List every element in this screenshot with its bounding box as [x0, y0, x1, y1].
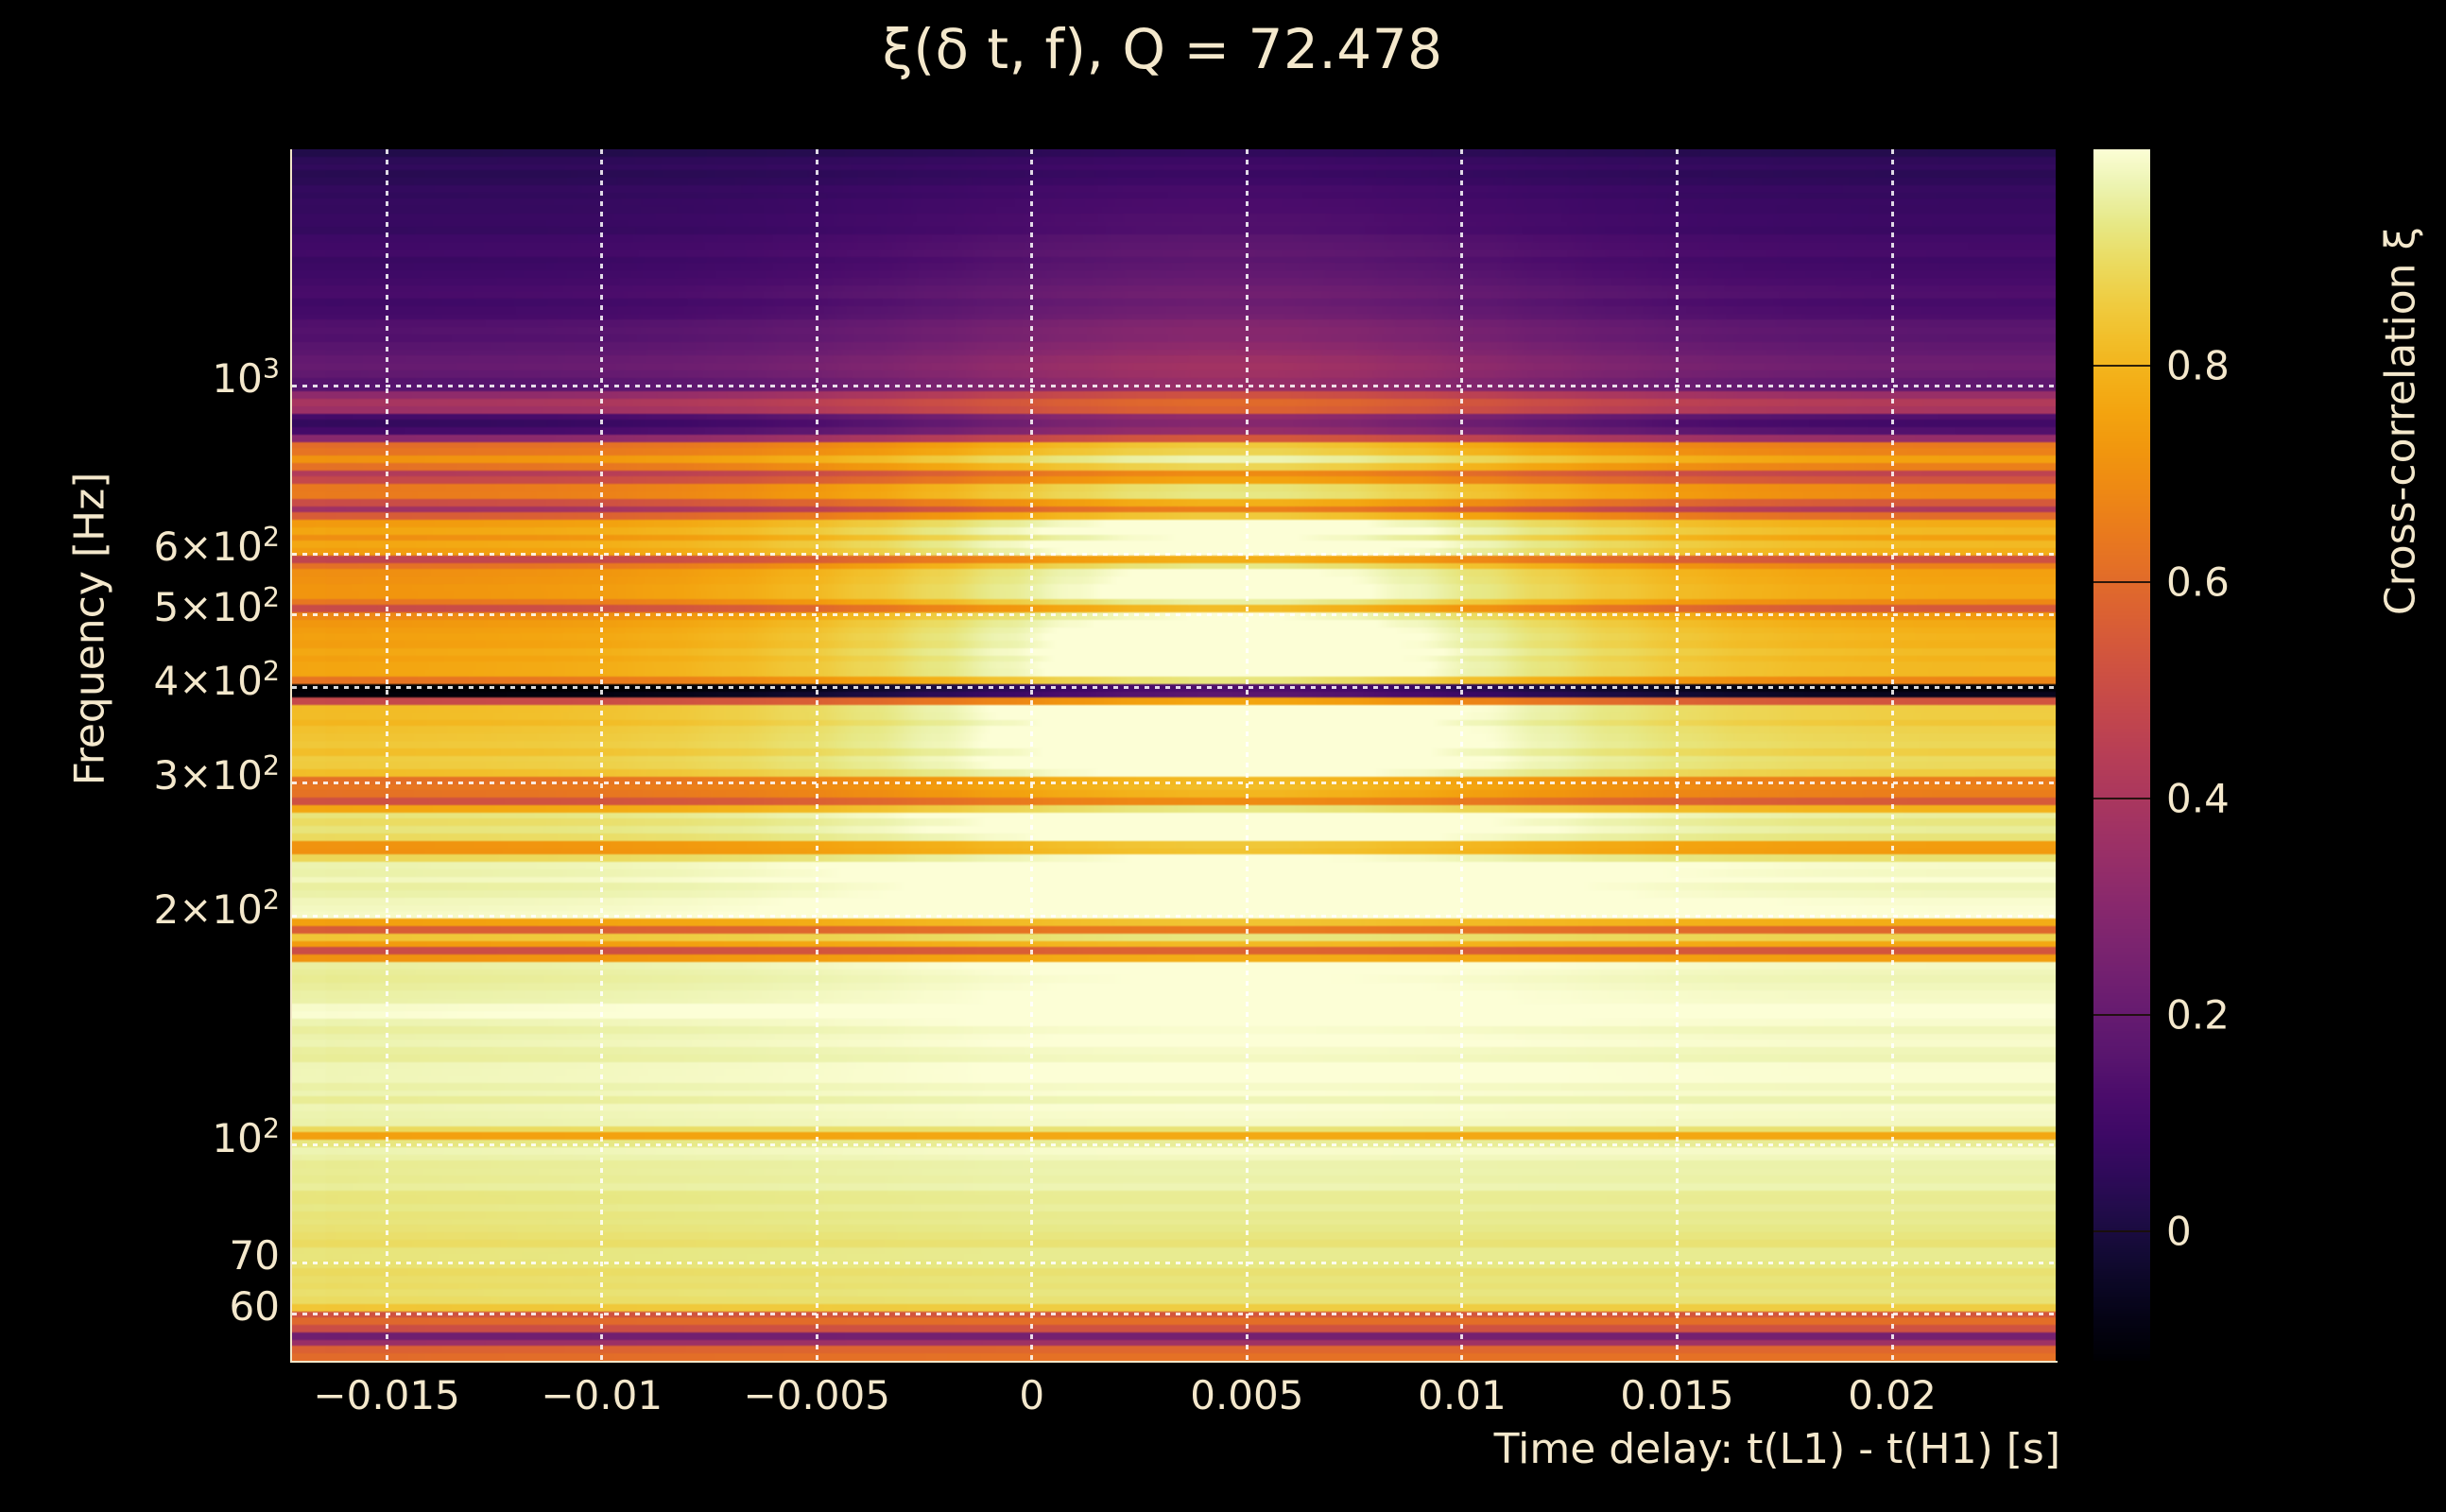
y-axis-label: Frequency [Hz] [65, 472, 114, 786]
y-tick-label: 4×102 [153, 654, 280, 704]
colorbar-tick-mark [2093, 1229, 2150, 1232]
y-tick-label: 6×102 [153, 521, 280, 571]
x-tick-label: 0.02 [1848, 1372, 1937, 1418]
y-tick-label: 3×102 [153, 749, 280, 799]
y-axis-spine [290, 149, 292, 1361]
y-tick-label: 5×102 [153, 581, 280, 631]
colorbar-tick-mark [2093, 797, 2150, 799]
x-axis-label: Time delay: t(L1) - t(H1) [s] [1493, 1425, 2060, 1473]
y-tick-label: 60 [229, 1283, 280, 1331]
colorbar-label: Cross-correlation ξ [2376, 226, 2425, 616]
heatmap-axes[interactable] [292, 149, 2056, 1361]
x-axis-spine [290, 1361, 2058, 1363]
colorbar-tick-label: 0.4 [2166, 775, 2230, 822]
x-tick-label: −0.005 [743, 1372, 890, 1418]
colorbar-tick-mark [2093, 580, 2150, 583]
y-tick-label: 102 [212, 1111, 280, 1161]
x-tick-label: −0.015 [313, 1372, 460, 1418]
colorbar-tick-label: 0.2 [2166, 991, 2230, 1039]
y-tick-label: 70 [229, 1232, 280, 1280]
colorbar-tick-label: 0 [2166, 1208, 2192, 1255]
colorbar-tick-mark [2093, 364, 2150, 367]
y-tick-label: 103 [212, 352, 280, 403]
colorbar[interactable] [2093, 149, 2150, 1361]
plot-title: ξ(δ t, f), Q = 72.478 [882, 17, 1443, 81]
x-tick-label: 0.005 [1190, 1372, 1304, 1418]
colorbar-tick-label: 0.8 [2166, 342, 2230, 389]
spectrogram-image [292, 149, 2056, 1361]
x-tick-label: 0 [1019, 1372, 1045, 1418]
x-tick-label: −0.01 [541, 1372, 663, 1418]
x-tick-label: 0.01 [1418, 1372, 1507, 1418]
colorbar-gradient [2093, 149, 2150, 1361]
colorbar-tick-mark [2093, 1013, 2150, 1016]
y-tick-label: 2×102 [153, 883, 280, 933]
colorbar-tick-label: 0.6 [2166, 558, 2230, 606]
x-tick-label: 0.015 [1620, 1372, 1734, 1418]
